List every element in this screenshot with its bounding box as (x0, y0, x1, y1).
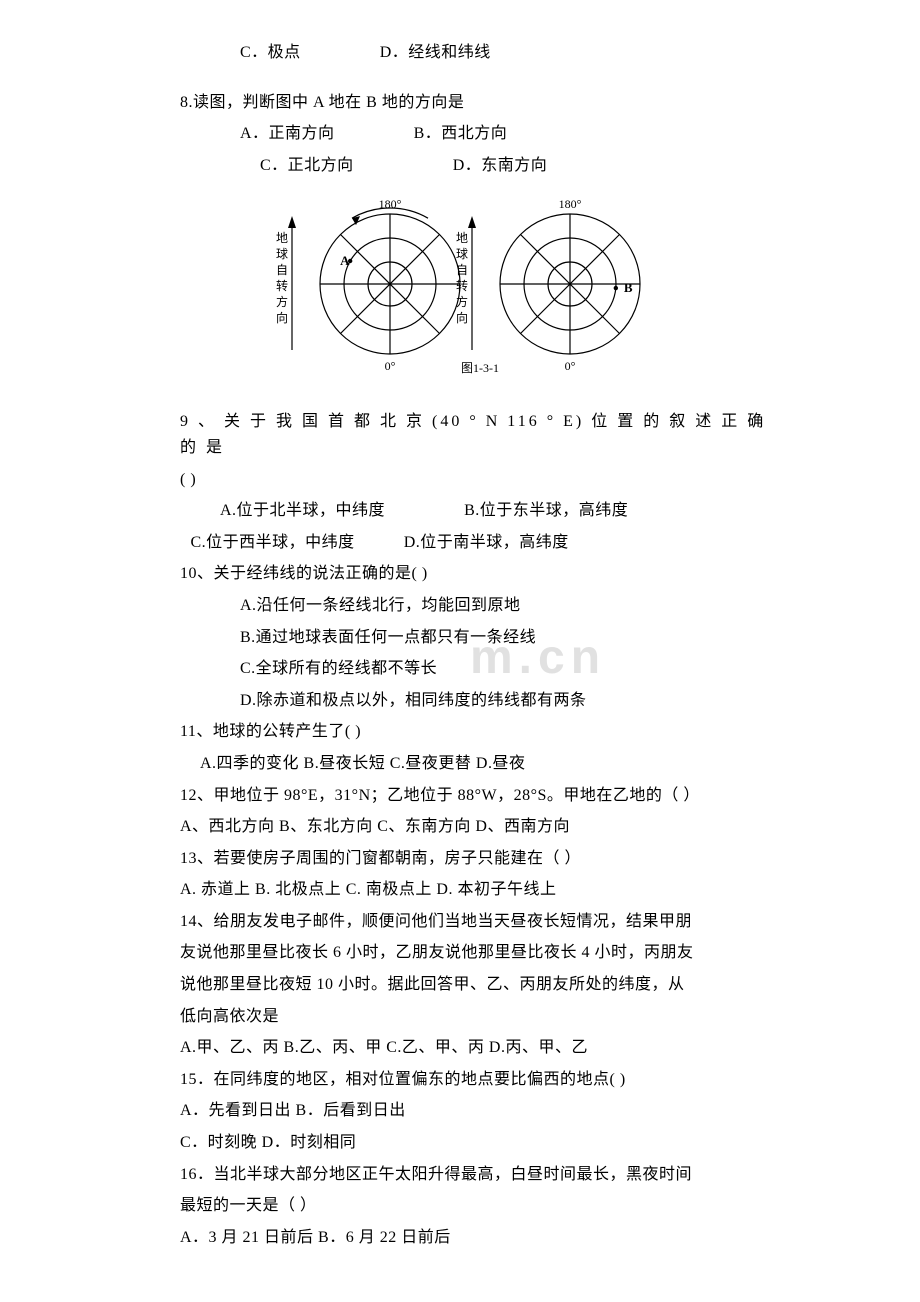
q13-stem: 13、若要使房子周围的门窗都朝南，房子只能建在（ ） (180, 846, 780, 872)
q8-opts-line2: C．正北方向 D．东南方向 (180, 153, 780, 179)
q8-optB: B．西北方向 (414, 125, 508, 142)
q10-optA: A.沿任何一条经线北行，均能回到原地 (180, 593, 780, 619)
q8-optC: C．正北方向 (260, 157, 354, 174)
svg-text:图1-3-1: 图1-3-1 (461, 361, 499, 375)
q14-stem3: 说他那里昼比夜短 10 小时。据此回答甲、乙、丙朋友所处的纬度，从 (180, 972, 780, 998)
q9-stem-a: 9 、 关 于 我 国 首 都 北 京 (40 ° N 116 ° E) 位 置… (180, 409, 780, 460)
svg-text:自: 自 (276, 263, 288, 277)
q14-opts: A.甲、乙、丙 B.乙、丙、甲 C.乙、甲、丙 D.丙、甲、乙 (180, 1035, 780, 1061)
q10-optD: D.除赤道和极点以外，相同纬度的纬线都有两条 (180, 688, 780, 714)
svg-text:球: 球 (456, 247, 468, 261)
q8-optA: A．正南方向 (240, 125, 335, 142)
q10-optB: B.通过地球表面任何一点都只有一条经线 (180, 625, 780, 651)
q16-stem1: 16．当北半球大部分地区正午太阳升得最高，白昼时间最长，黑夜时间 (180, 1162, 780, 1188)
svg-text:转: 转 (456, 278, 468, 293)
q9-stem-b: ( ) (180, 467, 780, 493)
q9-optC: C.位于西半球，中纬度 (191, 534, 355, 551)
q13-opts: A. 赤道上 B. 北极点上 C. 南极点上 D. 本初子午线上 (180, 877, 780, 903)
q7-optC: C．极点 (240, 44, 301, 61)
svg-text:地: 地 (456, 231, 468, 245)
page-content: C．极点 D．经线和纬线 8.读图，判断图中 A 地在 B 地的方向是 A．正南… (180, 40, 780, 1250)
svg-text:向: 向 (276, 310, 288, 325)
q14-stem1: 14、给朋友发电子邮件，顺便问他们当地当天昼夜长短情况，结果甲朋 (180, 909, 780, 935)
q16-stem2: 最短的一天是（ ） (180, 1193, 780, 1219)
q15-line1: A．先看到日出 B．后看到日出 (180, 1098, 780, 1124)
svg-text:B: B (624, 280, 633, 295)
q11-opts: A.四季的变化 B.昼夜长短 C.昼夜更替 D.昼夜 (180, 751, 780, 777)
svg-text:自: 自 (456, 263, 468, 277)
svg-text:地: 地 (276, 231, 288, 245)
svg-text:向: 向 (456, 310, 468, 325)
svg-text:球: 球 (276, 247, 288, 261)
q14-stem2: 友说他那里昼比夜长 6 小时，乙朋友说他那里昼比夜长 4 小时，丙朋友 (180, 940, 780, 966)
svg-text:180°: 180° (559, 197, 582, 211)
svg-text:0°: 0° (565, 359, 576, 373)
svg-text:0°: 0° (385, 359, 396, 373)
q15-line2: C．时刻晚 D．时刻相同 (180, 1130, 780, 1156)
q16-opts: A．3 月 21 日前后 B．6 月 22 日前后 (180, 1225, 780, 1251)
q8-stem: 8.读图，判断图中 A 地在 B 地的方向是 (180, 90, 780, 116)
q12-opts: A、西北方向 B、东北方向 C、东南方向 D、西南方向 (180, 814, 780, 840)
q8-opts-line1: A．正南方向 B．西北方向 (180, 121, 780, 147)
q9-opts-line1: A.位于北半球，中纬度 B.位于东半球，高纬度 (180, 498, 780, 524)
q9-optD: D.位于南半球，高纬度 (404, 534, 569, 551)
q7-optD: D．经线和纬线 (380, 44, 491, 61)
q14-stem4: 低向高依次是 (180, 1004, 780, 1030)
svg-text:A: A (340, 253, 350, 268)
q8-optD: D．东南方向 (453, 157, 548, 174)
svg-text:方: 方 (456, 294, 468, 309)
q9-optA: A.位于北半球，中纬度 (220, 502, 385, 519)
q10-stem: 10、关于经纬线的说法正确的是( ) (180, 561, 780, 587)
q9-opts-line2: C.位于西半球，中纬度 D.位于南半球，高纬度 (180, 530, 780, 556)
svg-text:方: 方 (276, 294, 288, 309)
q11-stem: 11、地球的公转产生了( ) (180, 719, 780, 745)
diagram-figure: 180°0°地球自转方向A180°0°地球自转方向B图1-3-1 (180, 184, 780, 389)
q12-stem: 12、甲地位于 98°E，31°N；乙地位于 88°W，28°S。甲地在乙地的（… (180, 783, 780, 809)
q10-optC: C.全球所有的经线都不等长 (180, 656, 780, 682)
q15-stem: 15．在同纬度的地区，相对位置偏东的地点要比偏西的地点( ) (180, 1067, 780, 1093)
svg-text:转: 转 (276, 278, 288, 293)
q9-optB: B.位于东半球，高纬度 (464, 502, 628, 519)
q7-options: C．极点 D．经线和纬线 (180, 40, 780, 66)
rotation-diagram: 180°0°地球自转方向A180°0°地球自转方向B图1-3-1 (270, 184, 690, 384)
